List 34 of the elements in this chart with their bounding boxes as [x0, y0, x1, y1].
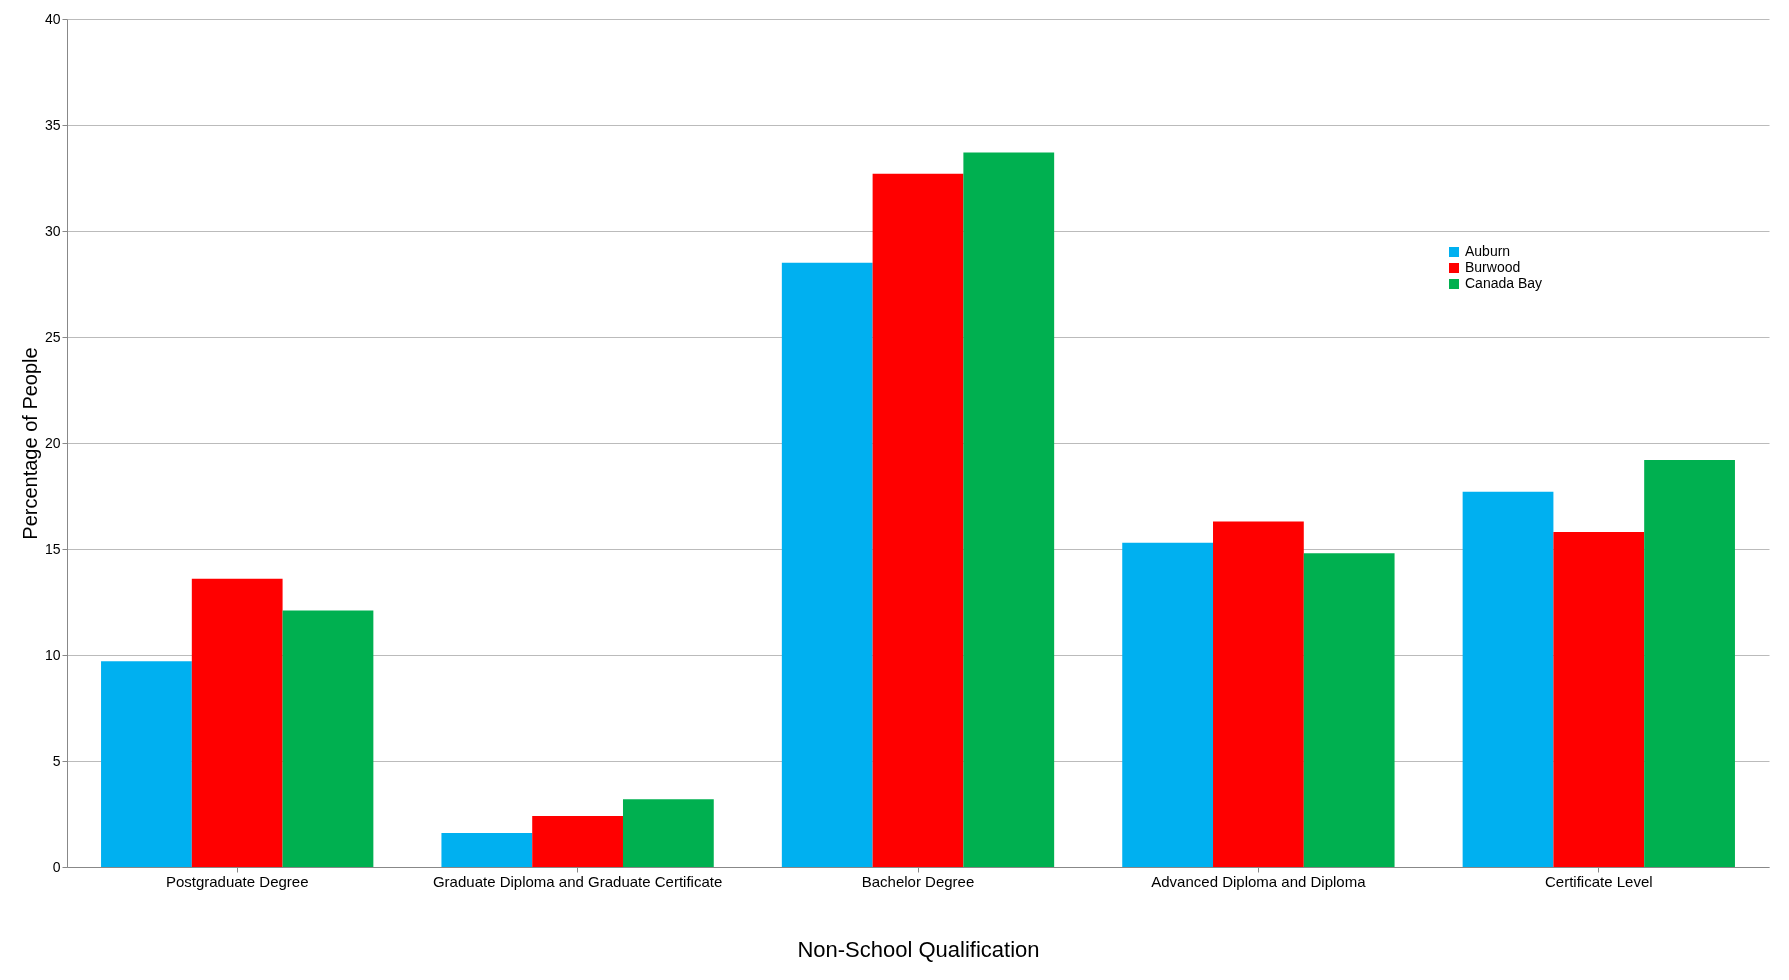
bar — [622, 799, 714, 867]
y-tick-label: 5 — [52, 752, 61, 769]
bar — [1303, 553, 1395, 867]
y-tick-label: 15 — [44, 540, 61, 557]
bar — [1122, 542, 1214, 867]
x-tick-label: Graduate Diploma and Graduate Certificate — [432, 872, 723, 890]
bar — [532, 816, 623, 867]
y-tick-label: 25 — [44, 328, 61, 345]
legend-label: Burwood — [1465, 259, 1521, 275]
y-tick-label: 20 — [44, 434, 61, 451]
y-tick-label: 0 — [52, 858, 61, 875]
y-tick-label: 35 — [44, 116, 61, 133]
y-tick-label: 10 — [44, 646, 61, 663]
bar — [872, 173, 964, 867]
bar — [282, 610, 374, 867]
bar — [441, 833, 533, 867]
x-tick-label: Bachelor Degree — [861, 872, 975, 890]
legend-label: Canada Bay — [1465, 275, 1543, 291]
bar — [1462, 491, 1554, 867]
x-tick-label: Certificate Level — [1545, 872, 1653, 890]
bar — [963, 152, 1055, 867]
y-axis-title: Percentage of People — [18, 347, 41, 540]
bar — [191, 578, 283, 867]
bar — [1644, 459, 1735, 867]
bar — [1213, 521, 1304, 867]
x-axis-title: Non-School Qualification — [797, 936, 1040, 962]
legend-label: Auburn — [1465, 243, 1511, 259]
x-tick-label: Postgraduate Degree — [165, 872, 309, 890]
bar — [781, 262, 873, 867]
bar — [1553, 532, 1645, 867]
bar — [101, 661, 192, 867]
y-tick-label: 30 — [44, 222, 61, 239]
y-tick-label: 40 — [44, 10, 61, 27]
x-tick-label: Advanced Diploma and Diploma — [1151, 872, 1367, 890]
